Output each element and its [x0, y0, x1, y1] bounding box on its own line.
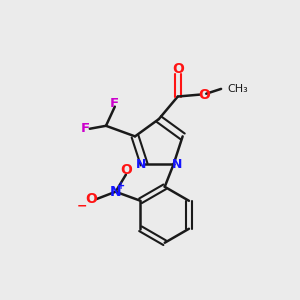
- Text: N: N: [110, 185, 122, 199]
- Text: O: O: [120, 163, 132, 177]
- Text: +: +: [117, 182, 125, 191]
- Text: −: −: [77, 199, 88, 212]
- Text: N: N: [172, 158, 182, 171]
- Text: N: N: [135, 158, 146, 171]
- Text: F: F: [110, 97, 119, 110]
- Text: CH₃: CH₃: [228, 84, 248, 94]
- Text: O: O: [199, 88, 210, 102]
- Text: O: O: [172, 62, 184, 76]
- Text: O: O: [85, 192, 97, 206]
- Text: F: F: [80, 122, 90, 135]
